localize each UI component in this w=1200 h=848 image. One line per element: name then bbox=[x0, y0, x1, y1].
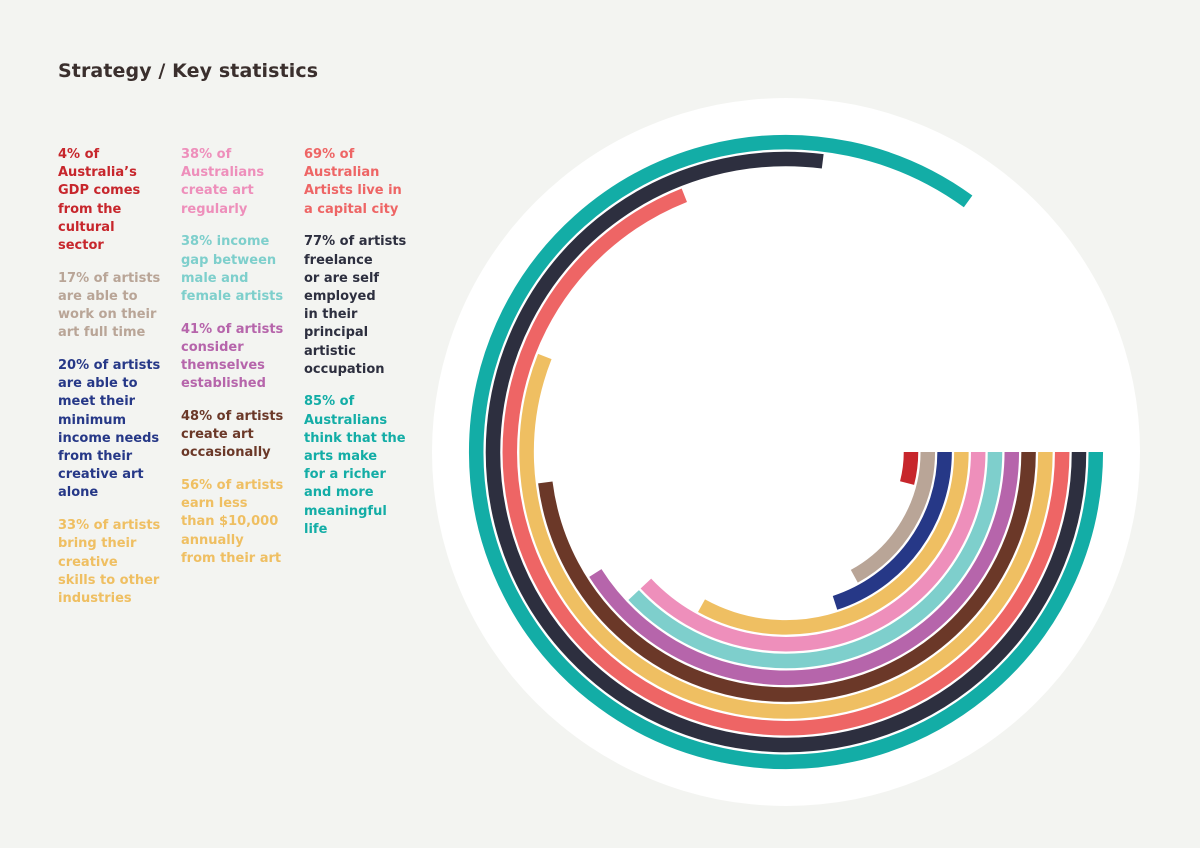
stat-text: 85% of Australians think that the arts make… bbox=[304, 394, 406, 537]
arc-bar-4pct bbox=[900, 451, 919, 485]
stats-column-3: 69% of Australian Artists live in a capital… bbox=[304, 146, 426, 554]
stat-text: 41% of artists consider themselves establis… bbox=[181, 321, 284, 392]
stat-text: 33% of artists bring their creative skills … bbox=[58, 518, 161, 606]
chart-background-disc bbox=[432, 98, 1140, 806]
arc-bar-77pct bbox=[485, 151, 1087, 753]
arc-bar-20pct bbox=[832, 451, 952, 610]
stat-text: 38% of Australians create art regularly bbox=[181, 147, 265, 217]
stats-column-2: 38% of Australians create art regularly 38% … bbox=[181, 146, 303, 583]
arc-bar-69pct bbox=[502, 188, 1070, 736]
stat-text: 56% of artists earn less than $10,000 annua… bbox=[181, 478, 284, 566]
arc-bar-17pct bbox=[850, 451, 936, 583]
stat-text: 38% income gap between male and female arti… bbox=[181, 234, 284, 304]
arc-bar-56pct bbox=[519, 353, 1053, 719]
stat-text: 17% of artists are able to work on their ar… bbox=[58, 270, 161, 341]
arc-bar-85pct bbox=[469, 134, 1104, 770]
arc-bar-38pct bbox=[640, 451, 986, 652]
stat-text: 77% of artists freelance or are self employ… bbox=[304, 234, 407, 377]
stat-text: 69% of Australian Artists live in a capital… bbox=[304, 147, 402, 217]
page-title: Strategy / Key statistics bbox=[58, 60, 319, 82]
stat-text: 4% of Australia’s GDP comes from the cultura… bbox=[58, 147, 141, 254]
arc-bar-33pct bbox=[698, 451, 969, 635]
arc-bar-41pct bbox=[589, 451, 1020, 686]
arc-bar-48pct bbox=[538, 451, 1036, 702]
stats-column-1: 4% of Australia’s GDP comes from the cultura… bbox=[58, 146, 180, 623]
stat-text: 20% of artists are able to meet their minim… bbox=[58, 358, 161, 501]
stat-text: 48% of artists create art occasionally bbox=[181, 408, 284, 461]
arc-bar-38pct bbox=[628, 451, 1003, 669]
